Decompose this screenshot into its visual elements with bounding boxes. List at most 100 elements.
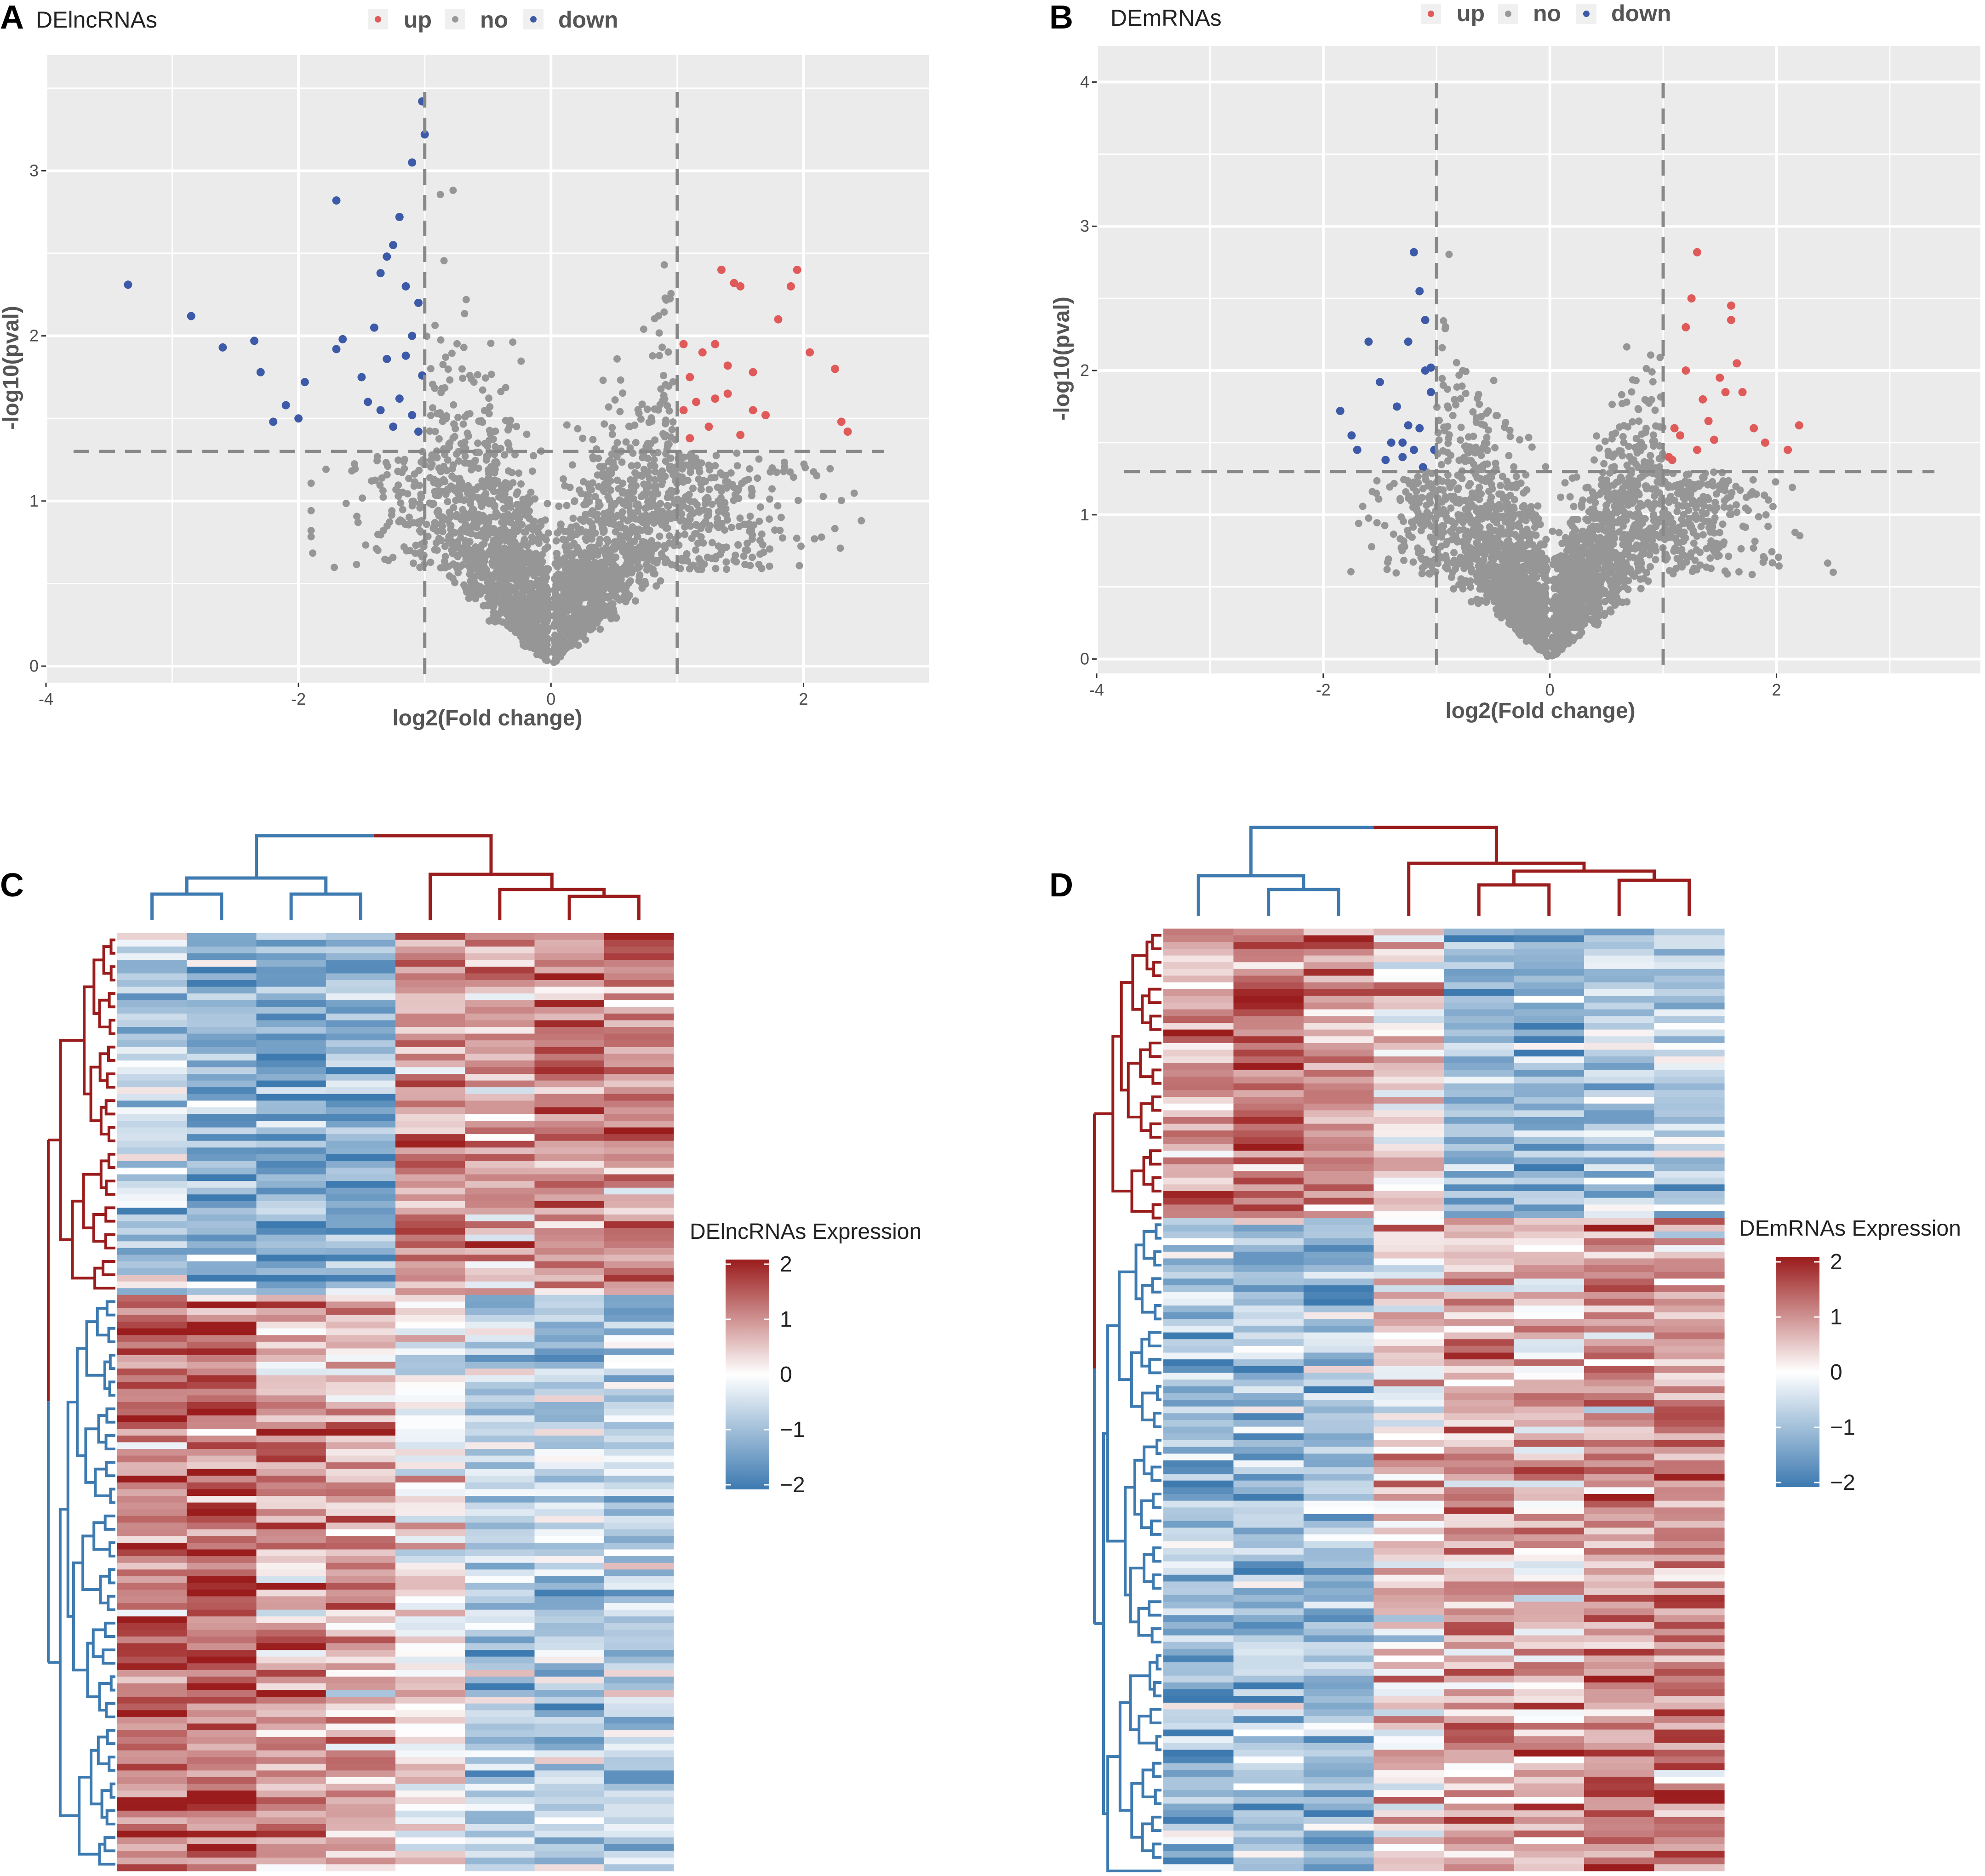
heatmap-cell	[1654, 1857, 1725, 1865]
heatmap-cell	[1514, 1682, 1585, 1690]
heatmap-cell	[1584, 1824, 1655, 1831]
heatmap-cell	[1304, 1393, 1374, 1400]
heatmap-cell	[465, 1817, 535, 1825]
heatmap-cell	[1514, 1144, 1585, 1151]
heatmap-cell	[1444, 1319, 1515, 1326]
heatmap-cell	[395, 947, 465, 954]
heatmap-cell	[256, 1522, 326, 1530]
heatmap-cell	[117, 1154, 187, 1162]
heatmap-cell	[256, 1596, 326, 1603]
heatmap-cell	[1304, 1615, 1374, 1622]
heatmap-cell	[1654, 1837, 1725, 1845]
heatmap-cell	[1163, 1736, 1234, 1744]
heatmap-cell	[1584, 1144, 1655, 1151]
heatmap-cell	[604, 1529, 674, 1537]
heatmap-cell	[1444, 1514, 1515, 1522]
heatmap-cell	[1514, 1083, 1585, 1091]
column-dendrogram-branch	[1617, 878, 1691, 916]
heatmap-cell	[187, 1716, 257, 1724]
heatmap-cell	[256, 1650, 326, 1657]
heatmap-cell	[1233, 1581, 1304, 1589]
heatmap-cell	[1304, 1595, 1374, 1602]
heatmap-cell	[534, 1670, 605, 1677]
heatmap-cell	[1514, 1292, 1585, 1299]
heatmap-cell	[1163, 1373, 1234, 1380]
heatmap-cell	[395, 1322, 465, 1329]
heatmap-cell	[1654, 1218, 1725, 1225]
heatmap-cell	[1373, 1864, 1444, 1871]
heatmap-cell	[465, 1637, 535, 1644]
heatmap-cell	[1233, 1009, 1304, 1016]
heatmap-cell	[395, 1824, 465, 1831]
heatmap-cell	[187, 933, 257, 941]
heatmap-cell	[1163, 1817, 1234, 1825]
heatmap-cell	[187, 1248, 257, 1255]
heatmap-cell	[534, 1723, 605, 1731]
heatmap-cell	[117, 1415, 187, 1423]
heatmap-cell	[1514, 1359, 1585, 1367]
down-point	[383, 252, 391, 261]
heatmap-cell	[187, 1442, 257, 1449]
heatmap-cell	[465, 1757, 535, 1764]
heatmap-cell	[1233, 1487, 1304, 1494]
row-dendrogram-branch	[109, 938, 115, 955]
heatmap-cell	[326, 1107, 396, 1115]
heatmap-cell	[604, 1516, 674, 1523]
heatmap-cell	[187, 1301, 257, 1309]
heatmap-cell	[1444, 1218, 1515, 1225]
heatmap-cell	[534, 1543, 605, 1550]
heatmap-cell	[1304, 1635, 1374, 1642]
heatmap-cell	[465, 1369, 535, 1376]
heatmap-cell	[534, 1382, 605, 1389]
heatmap-cell	[187, 1656, 257, 1664]
heatmap-cell	[1304, 1103, 1374, 1111]
heatmap-cell	[534, 1322, 605, 1329]
heatmap-cell	[465, 1623, 535, 1631]
heatmap-cell	[117, 953, 187, 960]
heatmap-cell	[1163, 1709, 1234, 1716]
heatmap-cell	[256, 1275, 326, 1282]
heatmap-cell	[256, 993, 326, 1001]
heatmap-cell	[604, 1837, 674, 1845]
down-point	[269, 417, 278, 426]
heatmap-cell	[395, 1168, 465, 1175]
heatmap-cell	[1304, 1655, 1374, 1663]
heatmap-cell	[1233, 1736, 1304, 1744]
heatmap-cell	[1233, 955, 1304, 963]
heatmap-cell	[534, 1355, 605, 1363]
row-dendrogram-branch	[72, 1561, 88, 1671]
heatmap-cell	[1233, 1238, 1304, 1245]
heatmap-cell	[1584, 1332, 1655, 1340]
heatmap-cell	[1444, 1507, 1515, 1515]
heatmap-cell	[117, 1596, 187, 1603]
heatmap-cell	[395, 1837, 465, 1845]
heatmap-cell	[326, 980, 396, 987]
heatmap-cell	[1584, 1036, 1655, 1043]
heatmap-cell	[1304, 1413, 1374, 1420]
heatmap-cell	[256, 1710, 326, 1717]
heatmap-cell	[117, 1402, 187, 1409]
heatmap-cell	[1304, 1729, 1374, 1737]
heatmap-cell	[256, 1147, 326, 1155]
heatmap-cell	[1654, 1016, 1725, 1023]
heatmap-cell	[187, 960, 257, 967]
heatmap-cell	[1444, 1716, 1515, 1723]
heatmap-cell	[256, 1609, 326, 1617]
down-point	[256, 368, 265, 376]
heatmap-cell	[256, 1228, 326, 1235]
heatmap-cell	[1444, 1083, 1515, 1091]
row-dendrogram-branch	[1155, 1735, 1161, 1751]
heatmap-cell	[117, 1556, 187, 1563]
heatmap-cell	[1584, 1602, 1655, 1609]
down-point	[187, 312, 195, 320]
heatmap-cell	[1654, 975, 1725, 983]
heatmap-cell	[1163, 1231, 1234, 1239]
heatmap-cell	[1373, 1366, 1444, 1374]
row-dendrogram-branch	[104, 1434, 115, 1450]
heatmap-cell	[534, 1482, 605, 1490]
heatmap-cell	[326, 1362, 396, 1369]
row-dendrogram-branch	[109, 1675, 115, 1692]
heatmap-cell	[1233, 1561, 1304, 1568]
heatmap-cell	[1444, 1413, 1515, 1420]
heatmap-cell	[256, 1308, 326, 1316]
